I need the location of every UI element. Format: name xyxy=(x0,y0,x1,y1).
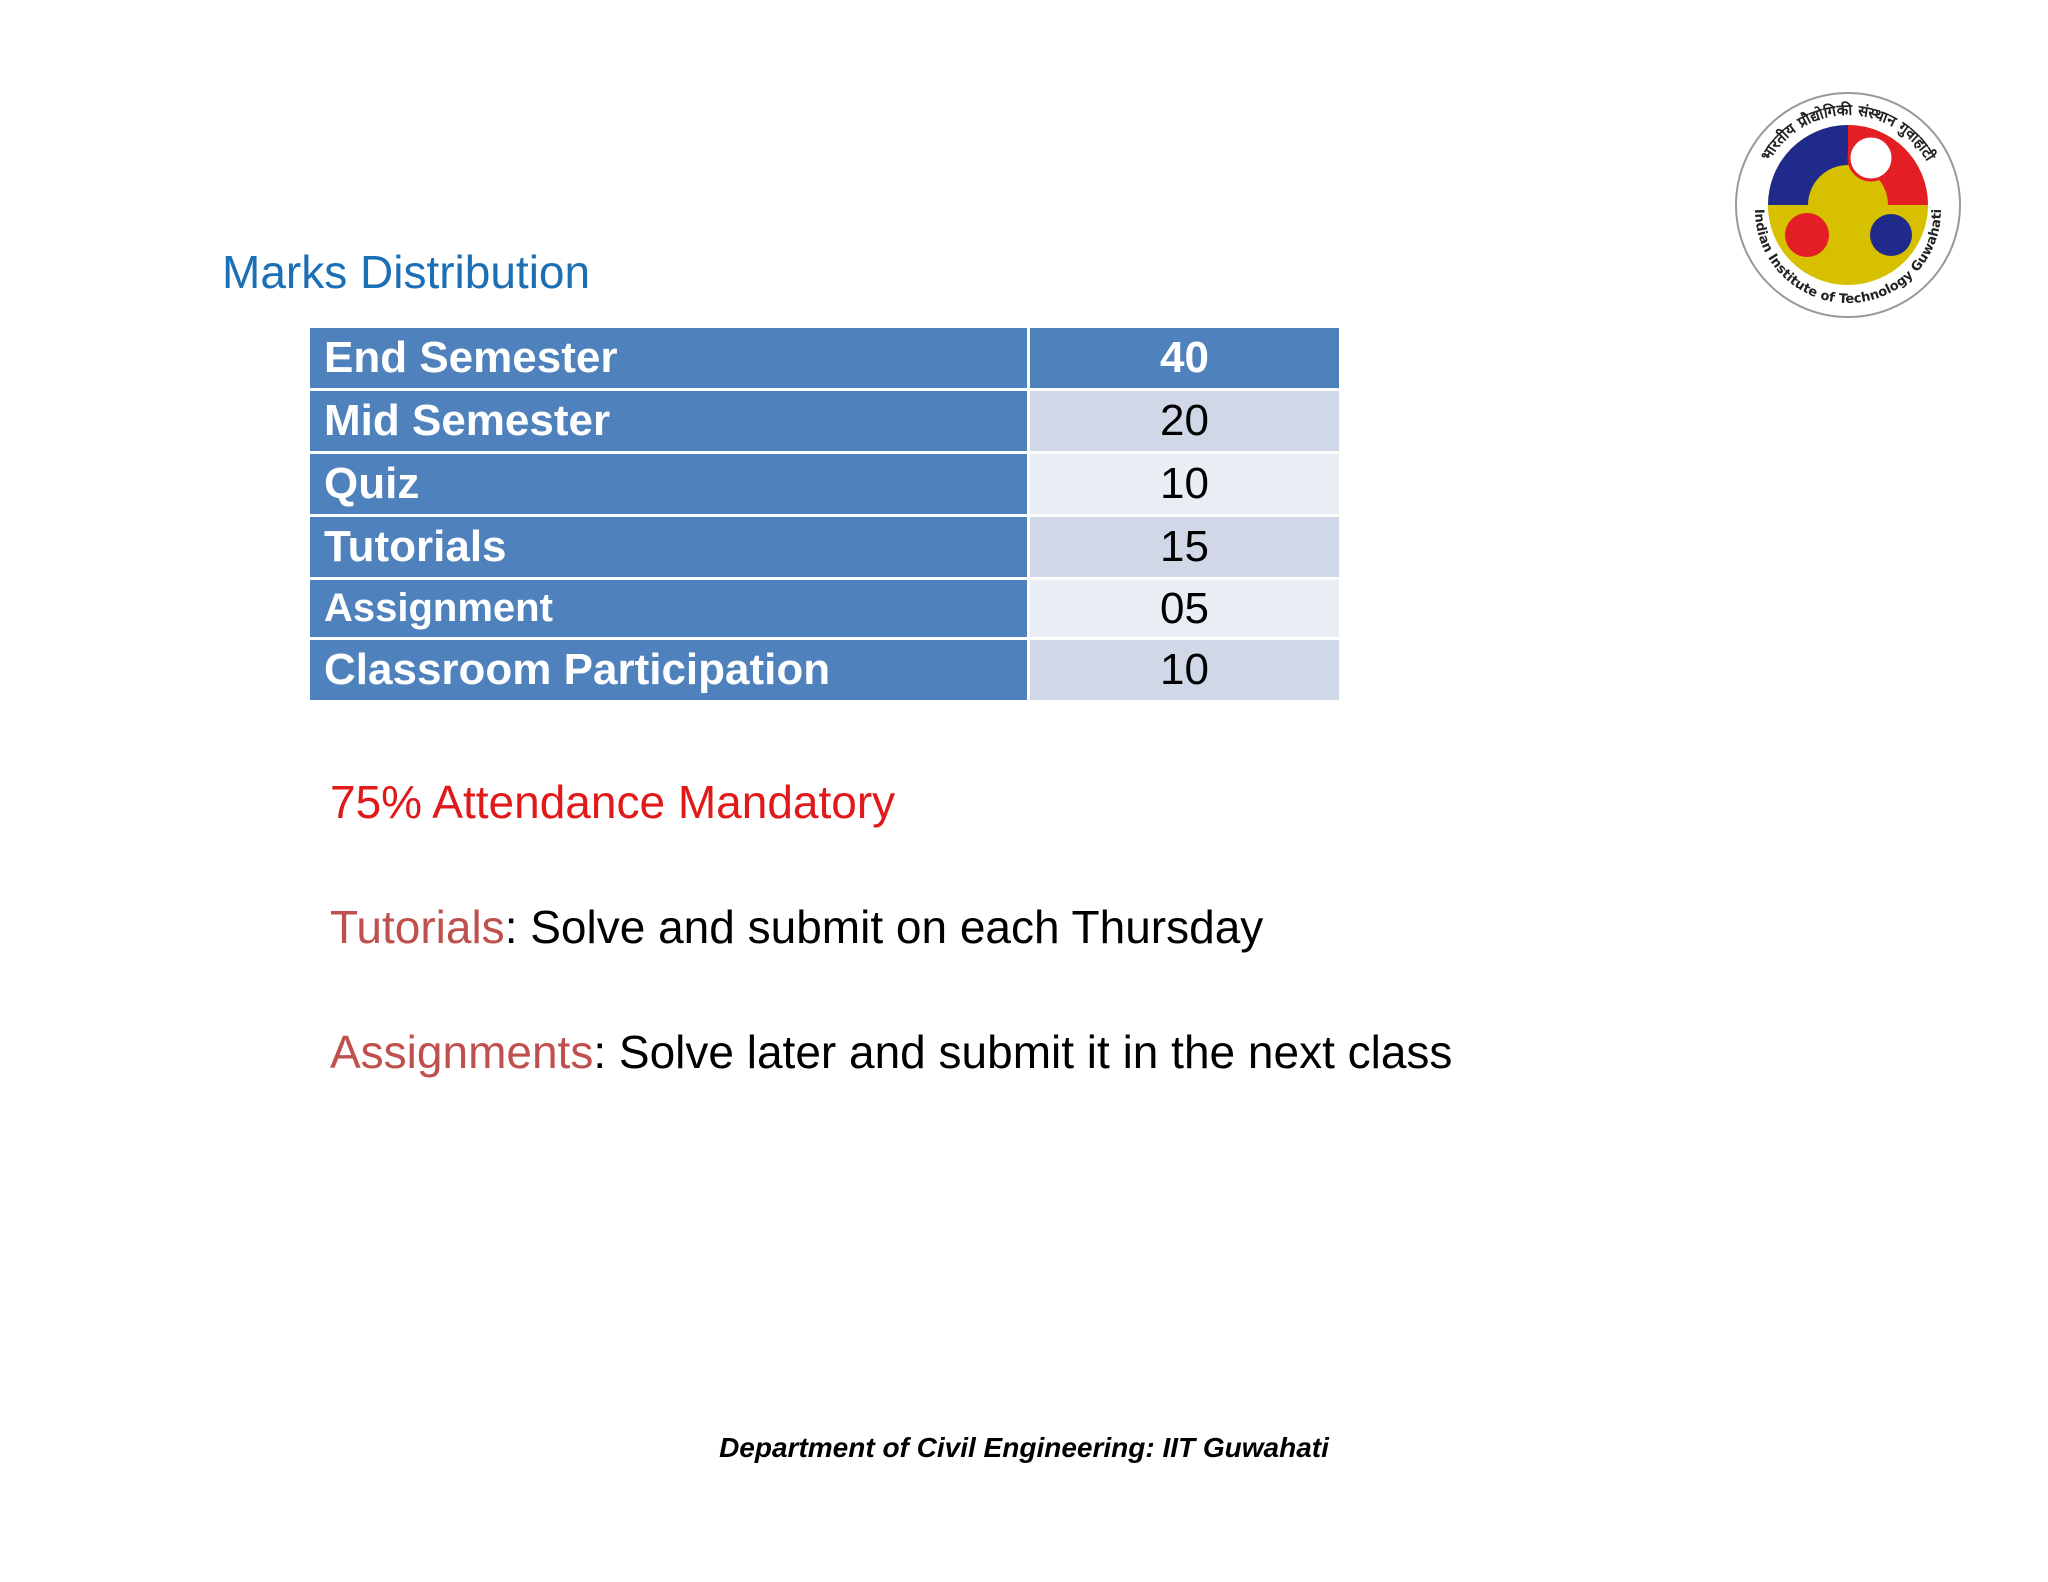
assignments-text: : Solve later and submit it in the next … xyxy=(593,1026,1453,1078)
row-label: Tutorials xyxy=(307,514,1030,580)
table-row: Assignment 05 xyxy=(307,577,1342,640)
attendance-note: 75% Attendance Mandatory xyxy=(330,776,896,828)
tutorials-note: Tutorials: Solve and submit on each Thur… xyxy=(330,900,1263,954)
row-label: Mid Semester xyxy=(307,388,1030,454)
footer-department: Department of Civil Engineering: IIT Guw… xyxy=(719,1432,1329,1463)
row-value: 40 xyxy=(1027,325,1342,391)
row-label: End Semester xyxy=(307,325,1030,391)
iit-guwahati-seal-icon: भारतीय प्रौद्योगिकी संस्थान गुवाहाटी Ind… xyxy=(1733,90,1963,320)
row-value: 05 xyxy=(1027,577,1342,640)
table-row: Classroom Participation 10 xyxy=(307,637,1342,703)
assignments-key: Assignments xyxy=(330,1026,594,1078)
marks-distribution-table: End Semester 40 Mid Semester 20 Quiz 10 … xyxy=(307,325,1342,703)
table-row: End Semester 40 xyxy=(307,325,1342,391)
table-row: Mid Semester 20 xyxy=(307,388,1342,454)
tutorials-key: Tutorials xyxy=(330,901,505,953)
assignments-note: Assignments: Solve later and submit it i… xyxy=(330,1025,1452,1079)
row-label: Quiz xyxy=(307,451,1030,517)
row-value: 10 xyxy=(1027,637,1342,703)
slide-title: Marks Distribution xyxy=(222,246,591,298)
row-value: 20 xyxy=(1027,388,1342,454)
row-value: 10 xyxy=(1027,451,1342,517)
row-label: Assignment xyxy=(307,577,1030,640)
table-row: Quiz 10 xyxy=(307,451,1342,517)
row-label: Classroom Participation xyxy=(307,637,1030,703)
tutorials-text: : Solve and submit on each Thursday xyxy=(504,901,1264,953)
row-value: 15 xyxy=(1027,514,1342,580)
table-row: Tutorials 15 xyxy=(307,514,1342,580)
